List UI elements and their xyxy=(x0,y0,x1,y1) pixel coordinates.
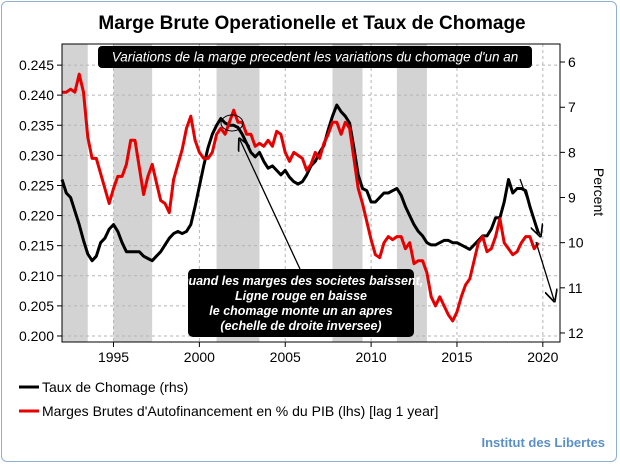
y-left-tick-label: 0.240 xyxy=(19,87,54,103)
annotation-top: Variations de la marge precedent les var… xyxy=(98,46,532,68)
legend-label-margins: Marges Brutes d'Autofinancement en % du … xyxy=(42,403,438,419)
arrow-margin-drop xyxy=(519,178,540,235)
series-line-margins xyxy=(62,72,540,323)
chart-title: Marge Brute Operationelle et Taux de Cho… xyxy=(98,13,525,34)
y-right-tick-label: 11 xyxy=(568,280,583,296)
arrow-to-circle xyxy=(240,140,301,270)
annotation-middle-line-1: Quand les marges des societes baissent, xyxy=(179,274,424,288)
y-right-tick-label: 9 xyxy=(568,190,576,206)
series-line-unemployment xyxy=(60,103,540,263)
y-left-tick-label: 0.200 xyxy=(19,328,54,344)
x-tick-label: 2015 xyxy=(441,349,472,365)
y-axis-right-label: Percent xyxy=(591,168,607,216)
y-left-tick-label: 0.210 xyxy=(19,268,54,284)
y-left-tick-label: 0.215 xyxy=(19,238,54,254)
y-right-tick-label: 12 xyxy=(568,325,584,341)
legend: Taux de Chomage (rhs) Marges Brutes d'Au… xyxy=(19,379,438,419)
x-tick-label: 2020 xyxy=(527,349,558,365)
y-right-tick-label: 7 xyxy=(568,99,576,115)
annotation-middle-line-3: le chomage monte un an apres xyxy=(209,304,392,318)
annotation-middle-line-4: (echelle de droite inversee) xyxy=(220,319,381,333)
y-left-tick-label: 0.220 xyxy=(19,208,54,224)
y-axis-left: 0.200 0.205 0.210 0.215 0.220 0.225 0.230 0.235… xyxy=(19,57,62,344)
y-left-tick-label: 0.235 xyxy=(19,117,54,133)
y-right-tick-label: 8 xyxy=(568,144,576,160)
annotation-top-box xyxy=(98,46,532,68)
y-right-tick-label: 10 xyxy=(568,235,584,251)
y-left-tick-label: 0.245 xyxy=(19,57,54,73)
x-axis: 1995 2000 2005 2010 2015 2020 xyxy=(98,342,559,365)
recession-band-2 xyxy=(113,44,153,342)
annotation-middle-line-2: Ligne rouge en baisse xyxy=(235,289,367,303)
y-left-tick-label: 0.225 xyxy=(19,177,54,193)
annotation-middle-box xyxy=(188,269,414,337)
x-tick-label: 2000 xyxy=(184,349,215,365)
annotation-arrows xyxy=(240,140,554,300)
source-credit: Institut des Libertes xyxy=(481,435,605,450)
annotation-top-text: Variations de la marge precedent les var… xyxy=(112,50,519,65)
y-left-tick-label: 0.205 xyxy=(19,298,54,314)
series-lines xyxy=(60,72,540,323)
arrow-unemployment-rise xyxy=(535,241,554,300)
y-right-tick-label: 6 xyxy=(568,54,576,70)
y-left-tick-label: 0.230 xyxy=(19,147,54,163)
annotation-middle: Quand les marges des societes baissent, … xyxy=(179,269,424,337)
highlight-circle xyxy=(220,114,244,132)
x-tick-label: 1995 xyxy=(98,349,129,365)
plot-border xyxy=(61,43,561,343)
x-tick-label: 2010 xyxy=(356,349,387,365)
y-axis-right: 6 7 8 9 10 11 12 xyxy=(560,54,584,341)
x-tick-label: 2005 xyxy=(270,349,301,365)
legend-label-unemployment: Taux de Chomage (rhs) xyxy=(42,379,188,395)
